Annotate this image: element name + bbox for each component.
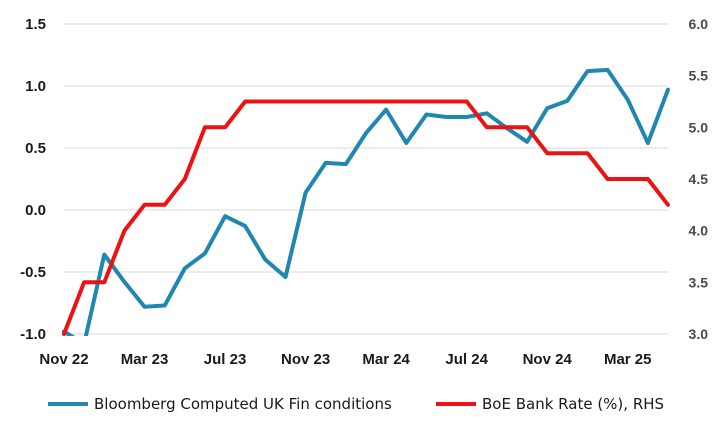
right-tick-label: 4.5 (689, 171, 709, 187)
left-tick-label: 1.0 (25, 78, 46, 95)
left-axis-ticks: -1.0 -0.5 0.0 0.5 1.0 1.5 (20, 16, 46, 343)
right-tick-label: 5.5 (689, 68, 709, 84)
x-tick-label: Mar 25 (604, 351, 652, 368)
right-tick-label: 3.0 (689, 326, 709, 342)
right-tick-label: 6.0 (689, 16, 709, 32)
x-tick-label: Jul 23 (204, 351, 247, 368)
x-tick-label: Nov 22 (39, 351, 88, 368)
legend-swatch-fin-conditions (48, 402, 88, 406)
right-tick-label: 5.0 (689, 119, 709, 135)
x-tick-label: Mar 23 (121, 351, 169, 368)
right-tick-label: 3.5 (689, 274, 709, 290)
x-axis-ticks: Nov 22 Mar 23 Jul 23 Nov 23 Mar 24 Jul 24 Nov … (39, 351, 651, 368)
right-axis-ticks: 3.0 3.5 4.0 4.5 5.0 5.5 6.0 (689, 16, 709, 342)
right-tick-label: 4.0 (689, 223, 709, 239)
left-tick-label: 0.5 (25, 140, 46, 157)
x-tick-label: Mar 24 (362, 351, 410, 368)
series-lines (62, 67, 670, 336)
left-tick-label: 1.5 (25, 16, 46, 33)
gridlines (64, 23, 668, 335)
legend-label-bank-rate: BoE Bank Rate (%), RHS (482, 395, 665, 413)
left-tick-label: -0.5 (20, 264, 46, 281)
legend-swatch-bank-rate (436, 402, 476, 406)
legend-item-bank-rate: BoE Bank Rate (%), RHS (436, 392, 664, 416)
legend-item-fin-conditions: Bloomberg Computed UK Fin conditions (48, 392, 392, 416)
left-tick-label: 0.0 (25, 202, 46, 219)
x-tick-label: Nov 24 (523, 351, 573, 368)
legend: Bloomberg Computed UK Fin conditions BoE… (0, 392, 722, 416)
x-tick-label: Nov 23 (281, 351, 330, 368)
left-tick-label: -1.0 (20, 326, 46, 343)
chart-plot: -1.0 -0.5 0.0 0.5 1.0 1.5 3.0 3.5 4.0 4.5 5.0 5.5 6… (20, 16, 709, 368)
series-line-fin-conditions (62, 67, 670, 336)
legend-label-fin-conditions: Bloomberg Computed UK Fin conditions (94, 395, 392, 413)
x-tick-label: Jul 24 (445, 351, 488, 368)
series-line-bank-rate (62, 99, 670, 336)
